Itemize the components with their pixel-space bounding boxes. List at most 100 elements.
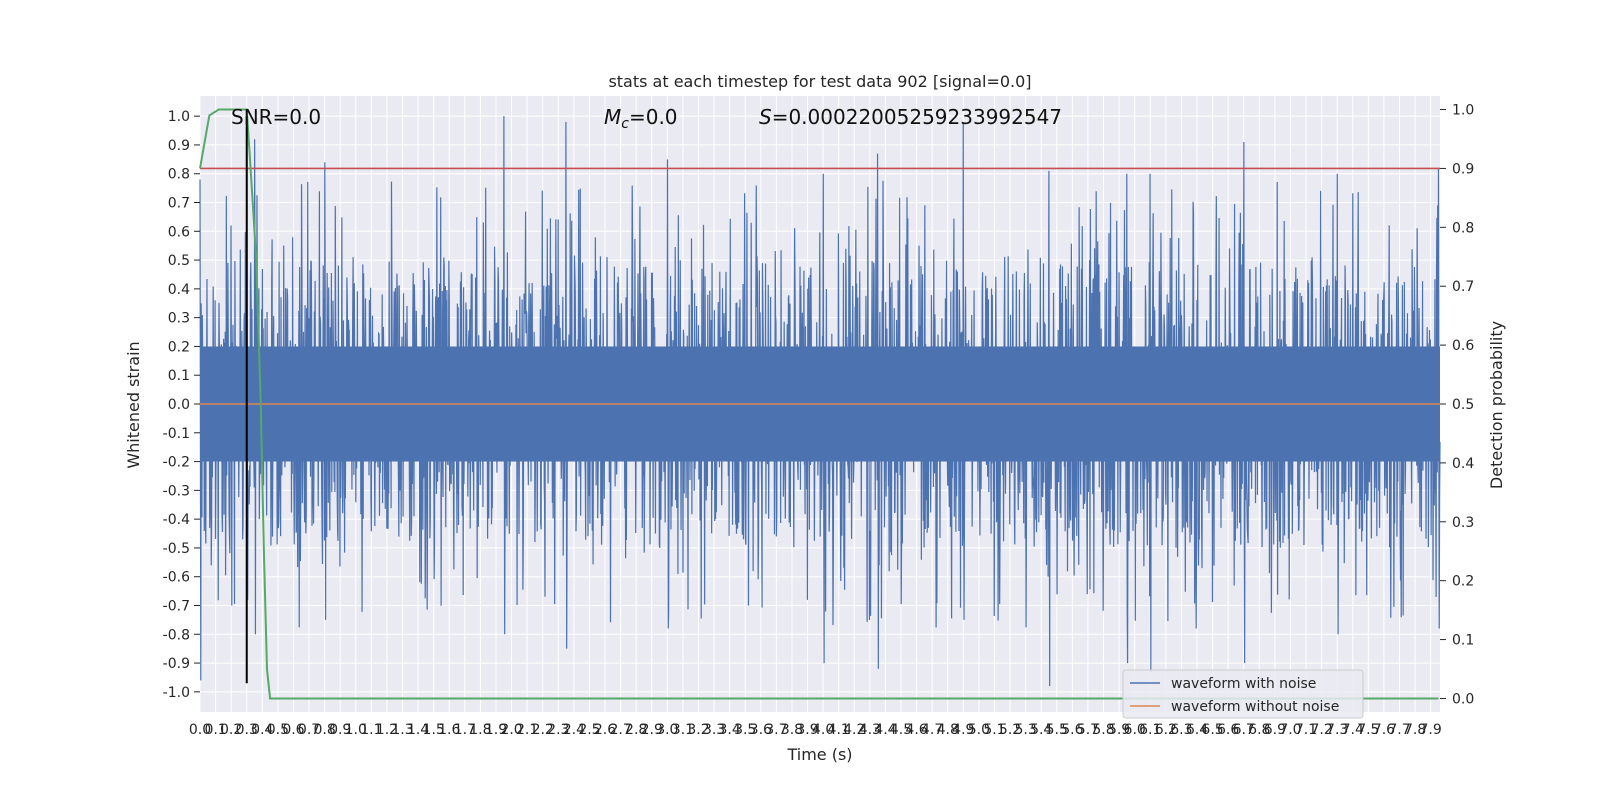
y-tick-label: 0.9 — [168, 138, 190, 154]
x-tick-label: 7.7 — [1388, 722, 1410, 738]
x-tick-label: 0.5 — [267, 722, 289, 738]
x-tick-label: 4.7 — [921, 722, 943, 738]
legend: waveform with noise waveform without noi… — [1122, 669, 1364, 719]
mc-symbol: M — [604, 105, 621, 129]
x-tick-label: 2.7 — [609, 722, 631, 738]
y-tick-label: 0.8 — [168, 167, 190, 183]
x-tick-label: 7.1 — [1295, 722, 1317, 738]
x-tick-label: 0.1 — [204, 722, 226, 738]
x-tick-label: 1.2 — [376, 722, 398, 738]
y2-tick-label: 0.6 — [1452, 338, 1474, 354]
x-tick-label: 2.6 — [594, 722, 616, 738]
y-axis-label: Whitened strain — [124, 341, 143, 468]
x-tick-label: 4.9 — [952, 722, 974, 738]
x-tick-label: 4.5 — [890, 722, 912, 738]
x-tick-label: 4.2 — [843, 722, 865, 738]
s-symbol: S — [759, 105, 772, 129]
x-tick-label: 2.0 — [500, 722, 522, 738]
y-tick-label: -0.3 — [163, 483, 190, 499]
x-tick-label: 7.2 — [1310, 722, 1332, 738]
x-tick-label: 1.4 — [407, 722, 429, 738]
x-tick-label: 1.1 — [360, 722, 382, 738]
y2-tick-label: 0.5 — [1452, 397, 1474, 413]
x-tick-label: 2.2 — [532, 722, 554, 738]
x-tick-label: 1.0 — [345, 722, 367, 738]
x-tick-label: 7.8 — [1404, 722, 1426, 738]
x-tick-label: 3.0 — [656, 722, 678, 738]
series-detection-probability — [199, 108, 1439, 700]
x-tick-label: 3.5 — [734, 722, 756, 738]
x-tick-label: 2.9 — [641, 722, 663, 738]
x-tick-label: 7.4 — [1342, 722, 1364, 738]
y-tick-label: 0.7 — [168, 196, 190, 212]
y2-tick-label: 0.8 — [1452, 220, 1474, 236]
x-tick-label: 5.4 — [1030, 722, 1052, 738]
x-tick-label: 0.4 — [251, 722, 273, 738]
y-tick-label: -0.4 — [163, 512, 190, 528]
x-tick-label: 3.4 — [719, 722, 741, 738]
x-tick-label: 3.7 — [765, 722, 787, 738]
x-tick-label: 3.6 — [750, 722, 772, 738]
x-tick-label: 0.3 — [236, 722, 258, 738]
x-tick-label: 6.9 — [1264, 722, 1286, 738]
x-tick-label: 6.6 — [1217, 722, 1239, 738]
x-tick-label: 7.6 — [1373, 722, 1395, 738]
x-tick-label: 4.4 — [874, 722, 896, 738]
line-series — [199, 108, 1440, 700]
mc-subscript: c — [621, 116, 629, 132]
legend-box — [1122, 669, 1364, 719]
y-tick-label: -0.8 — [163, 627, 190, 643]
y-tick-label: 1.0 — [168, 109, 190, 125]
y2-tick-label: 0.0 — [1452, 691, 1474, 707]
y-tick-label: 0.2 — [168, 339, 190, 355]
x-tick-label: 6.1 — [1139, 722, 1161, 738]
x-tick-label: 1.3 — [391, 722, 413, 738]
x-tick-label: 1.7 — [454, 722, 476, 738]
x-tick-label: 2.4 — [563, 722, 585, 738]
x-axis-label: Time (s) — [786, 745, 852, 764]
x-tick-label: 5.8 — [1092, 722, 1114, 738]
x-tick-label: 2.8 — [625, 722, 647, 738]
x-tick-label: 7.0 — [1279, 722, 1301, 738]
x-tick-label: 2.5 — [578, 722, 600, 738]
x-tick-label: 5.1 — [983, 722, 1005, 738]
x-tick-label: 0.0 — [189, 722, 211, 738]
y-tick-label: -0.2 — [163, 455, 190, 471]
x-tick-label: 5.7 — [1077, 722, 1099, 738]
y-tick-label: -0.1 — [163, 426, 190, 442]
y2-tick-label: 0.1 — [1452, 633, 1474, 649]
axis-ticks: 0.00.10.20.30.40.50.60.70.80.91.01.11.21… — [163, 103, 1475, 738]
x-tick-label: 0.2 — [220, 722, 242, 738]
y-tick-label: -0.7 — [163, 598, 190, 614]
x-tick-label: 2.1 — [516, 722, 538, 738]
x-tick-label: 1.6 — [438, 722, 460, 738]
chart-title: stats at each timestep for test data 902… — [608, 72, 1031, 91]
x-tick-label: 4.1 — [828, 722, 850, 738]
x-tick-label: 0.6 — [282, 722, 304, 738]
x-tick-label: 0.7 — [298, 722, 320, 738]
x-tick-label: 5.6 — [1061, 722, 1083, 738]
y2-tick-label: 0.9 — [1452, 161, 1474, 177]
x-tick-label: 1.9 — [485, 722, 507, 738]
x-tick-label: 3.2 — [687, 722, 709, 738]
x-tick-label: 0.9 — [329, 722, 351, 738]
x-tick-label: 6.5 — [1201, 722, 1223, 738]
x-tick-label: 6.7 — [1233, 722, 1255, 738]
y-tick-label: -1.0 — [163, 685, 190, 701]
x-tick-label: 1.5 — [423, 722, 445, 738]
s-annotation: S=0.0002200525923399254​7 — [759, 105, 1062, 129]
x-tick-label: 3.8 — [781, 722, 803, 738]
x-tick-label: 6.0 — [1124, 722, 1146, 738]
x-tick-label: 1.8 — [469, 722, 491, 738]
mc-annotation: Mc=0.0 — [604, 105, 678, 132]
legend-label-clean: waveform without noise — [1171, 699, 1339, 715]
y-tick-label: -0.6 — [163, 570, 190, 586]
x-tick-label: 4.0 — [812, 722, 834, 738]
x-tick-label: 5.5 — [1046, 722, 1068, 738]
x-tick-label: 0.8 — [313, 722, 335, 738]
y2-tick-label: 0.2 — [1452, 574, 1474, 590]
y-tick-label: -0.5 — [163, 541, 190, 557]
x-tick-label: 7.3 — [1326, 722, 1348, 738]
mc-value: =0.0 — [629, 105, 678, 129]
y2-tick-label: 0.4 — [1452, 456, 1474, 472]
